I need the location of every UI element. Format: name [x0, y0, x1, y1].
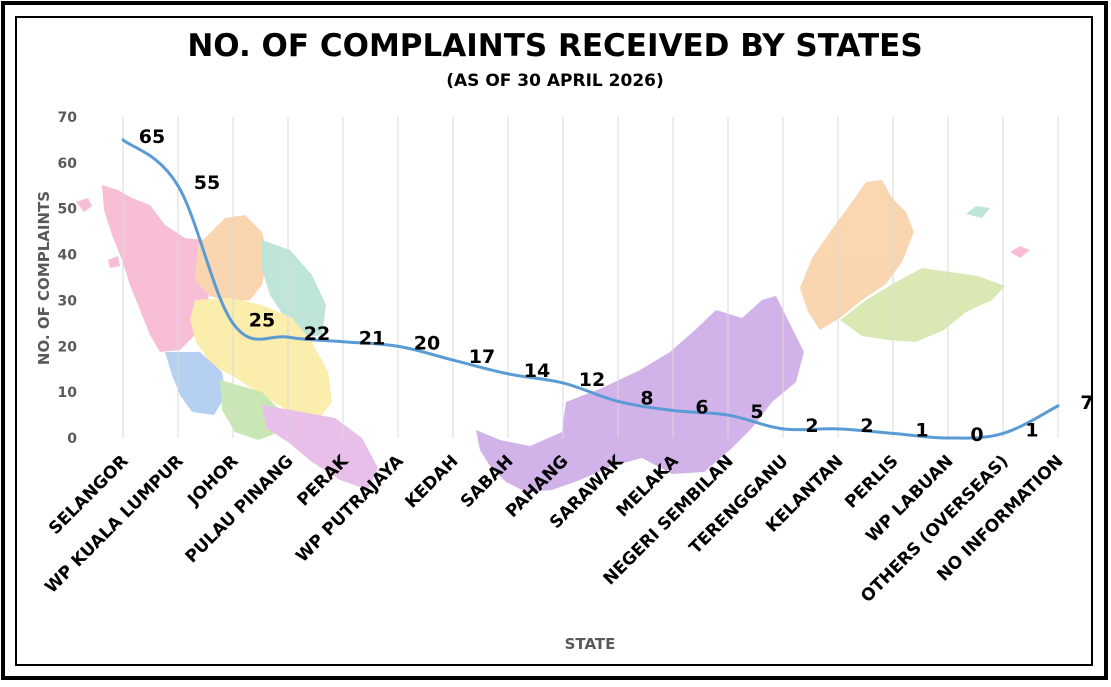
y-tick-label: 10: [58, 385, 78, 401]
data-point: [451, 358, 455, 362]
data-point: [616, 399, 620, 403]
data-point: [396, 344, 400, 348]
data-point: [1056, 404, 1060, 408]
chart-title: NO. OF COMPLAINTS RECEIVED BY STATES: [187, 28, 922, 64]
data-label: 7: [1080, 392, 1093, 414]
data-point: [121, 138, 125, 142]
data-point: [836, 427, 840, 431]
map-sarawak: [476, 296, 804, 492]
data-label: 12: [579, 369, 605, 391]
data-label: 1: [915, 419, 928, 441]
map-small-island-west-2: [108, 256, 120, 268]
y-tick-label: 60: [58, 156, 78, 172]
data-label: 2: [805, 415, 818, 437]
data-label: 14: [524, 360, 550, 382]
data-label: 6: [695, 396, 708, 418]
series-group: [121, 138, 1060, 440]
chart-subtitle: (AS OF 30 APRIL 2026): [446, 71, 664, 91]
data-label: 5: [750, 401, 763, 423]
data-point: [671, 408, 675, 412]
map-peninsular-southwest: [165, 352, 226, 415]
data-label: 22: [304, 323, 330, 345]
data-label: 2: [860, 415, 873, 437]
data-point: [341, 340, 345, 344]
y-tick-label: 50: [58, 202, 78, 218]
data-label: 1: [1025, 419, 1038, 441]
data-point: [176, 184, 180, 188]
map-peninsular-center: [190, 298, 332, 420]
data-point: [1001, 431, 1005, 435]
grid-lines: [122, 117, 1059, 438]
data-point: [781, 427, 785, 431]
y-tick-label: 40: [58, 248, 78, 264]
map-small-island-east: [1010, 246, 1030, 258]
data-label: 17: [469, 346, 495, 368]
data-point: [286, 335, 290, 339]
y-tick-label: 30: [58, 293, 78, 309]
data-point: [231, 321, 235, 325]
y-tick-label: 0: [67, 431, 77, 447]
data-point: [891, 431, 895, 435]
data-point: [561, 381, 565, 385]
map-small-island-west: [76, 198, 92, 212]
data-label: 0: [970, 424, 983, 446]
map-sabah-west: [800, 180, 914, 330]
malaysia-map-background: [76, 180, 1030, 492]
map-peninsular-tip: [262, 405, 378, 490]
x-axis-title: STATE: [565, 635, 616, 653]
data-label: 25: [249, 309, 275, 331]
map-peninsular-east: [262, 240, 326, 338]
data-label: 8: [640, 387, 653, 409]
map-sabah-east: [840, 268, 1005, 342]
y-tick-label: 70: [58, 110, 78, 126]
data-label: 55: [194, 172, 220, 194]
y-axis-ticks: 0 10 20 30 40 50 60 70: [58, 110, 78, 447]
y-tick-label: 20: [58, 339, 78, 355]
y-axis-title: NO. OF COMPLAINTS: [35, 191, 53, 365]
data-point: [726, 413, 730, 417]
data-label: 65: [139, 126, 165, 148]
data-label: 21: [359, 328, 385, 350]
data-point: [506, 372, 510, 376]
data-label: 20: [414, 332, 440, 354]
map-labuan-island: [966, 206, 990, 218]
data-point: [946, 436, 950, 440]
map-peninsular-west: [102, 185, 215, 352]
